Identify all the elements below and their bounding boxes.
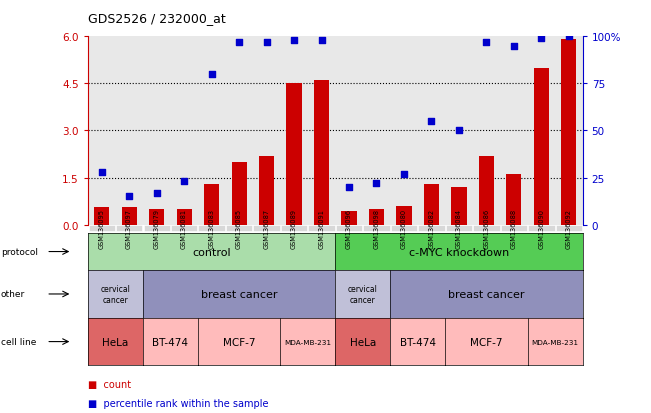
Point [371, 180, 381, 187]
Point [426, 119, 437, 125]
Text: MDA-MB-231: MDA-MB-231 [284, 339, 331, 345]
Text: BT-474: BT-474 [400, 337, 436, 347]
Text: ■  percentile rank within the sample: ■ percentile rank within the sample [88, 398, 268, 408]
Text: HeLa: HeLa [102, 337, 128, 347]
Text: GSM136090: GSM136090 [538, 208, 544, 248]
Text: GSM136079: GSM136079 [154, 208, 159, 248]
Text: breast cancer: breast cancer [448, 289, 525, 299]
Bar [171, 37, 198, 225]
Text: GSM136089: GSM136089 [291, 208, 297, 248]
Point [152, 190, 162, 197]
Text: MCF-7: MCF-7 [470, 337, 503, 347]
Bar [308, 37, 335, 225]
Bar [396, 206, 411, 225]
Bar [143, 37, 171, 225]
Text: breast cancer: breast cancer [201, 289, 277, 299]
Text: GSM136086: GSM136086 [484, 208, 490, 248]
Point [344, 184, 354, 191]
Bar [88, 37, 115, 225]
Text: MCF-7: MCF-7 [223, 337, 255, 347]
Bar [418, 37, 445, 225]
Bar [390, 37, 418, 225]
Text: BT-474: BT-474 [152, 337, 188, 347]
Text: MDA-MB-231: MDA-MB-231 [532, 339, 579, 345]
Point [481, 40, 492, 46]
Bar [445, 37, 473, 225]
Text: GSM136091: GSM136091 [318, 208, 324, 248]
Bar [479, 156, 494, 225]
Bar [561, 40, 577, 225]
Text: GSM136082: GSM136082 [428, 208, 434, 248]
Text: GSM136092: GSM136092 [566, 208, 572, 248]
Bar [225, 37, 253, 225]
Text: control: control [192, 247, 231, 257]
Bar [314, 81, 329, 225]
Bar [122, 208, 137, 225]
Bar [341, 211, 357, 225]
Bar [94, 208, 109, 225]
Text: cervical
cancer: cervical cancer [348, 285, 378, 304]
Bar [149, 209, 164, 225]
Point [399, 171, 409, 178]
Text: GDS2526 / 232000_at: GDS2526 / 232000_at [88, 12, 226, 25]
Point [289, 38, 299, 44]
Bar [424, 184, 439, 225]
Point [234, 40, 244, 46]
Point [508, 43, 519, 50]
Text: c-MYC knockdown: c-MYC knockdown [409, 247, 509, 257]
Point [316, 38, 327, 44]
Bar [176, 209, 191, 225]
Bar [281, 37, 308, 225]
Text: ■  count: ■ count [88, 379, 131, 389]
Text: other: other [1, 290, 25, 299]
Text: protocol: protocol [1, 247, 38, 256]
Point [206, 71, 217, 78]
Bar [259, 156, 274, 225]
Bar [198, 37, 225, 225]
Text: cervical
cancer: cervical cancer [100, 285, 130, 304]
Point [454, 128, 464, 135]
Text: GSM136088: GSM136088 [511, 208, 517, 248]
Text: cell line: cell line [1, 337, 36, 346]
Point [564, 34, 574, 40]
Bar [363, 37, 390, 225]
Point [96, 169, 107, 176]
Text: GSM136083: GSM136083 [208, 208, 215, 248]
Bar [286, 84, 301, 225]
Point [261, 40, 271, 46]
Text: GSM136087: GSM136087 [264, 208, 270, 248]
Bar [204, 184, 219, 225]
Text: GSM136095: GSM136095 [99, 208, 105, 248]
Bar [500, 37, 528, 225]
Text: GSM136085: GSM136085 [236, 208, 242, 248]
Text: GSM136080: GSM136080 [401, 208, 407, 248]
Bar [528, 37, 555, 225]
Text: HeLa: HeLa [350, 337, 376, 347]
Text: GSM136098: GSM136098 [374, 208, 380, 248]
Bar [555, 37, 583, 225]
Bar [369, 209, 384, 225]
Bar [534, 69, 549, 225]
Text: GSM136096: GSM136096 [346, 208, 352, 248]
Bar [253, 37, 281, 225]
Point [536, 36, 547, 43]
Bar [115, 37, 143, 225]
Bar [232, 162, 247, 225]
Bar [473, 37, 500, 225]
Text: GSM136084: GSM136084 [456, 208, 462, 248]
Bar [335, 37, 363, 225]
Bar [506, 175, 521, 225]
Point [124, 194, 134, 200]
Bar [451, 188, 467, 225]
Text: GSM136081: GSM136081 [181, 208, 187, 248]
Text: GSM136097: GSM136097 [126, 208, 132, 248]
Point [179, 178, 189, 185]
